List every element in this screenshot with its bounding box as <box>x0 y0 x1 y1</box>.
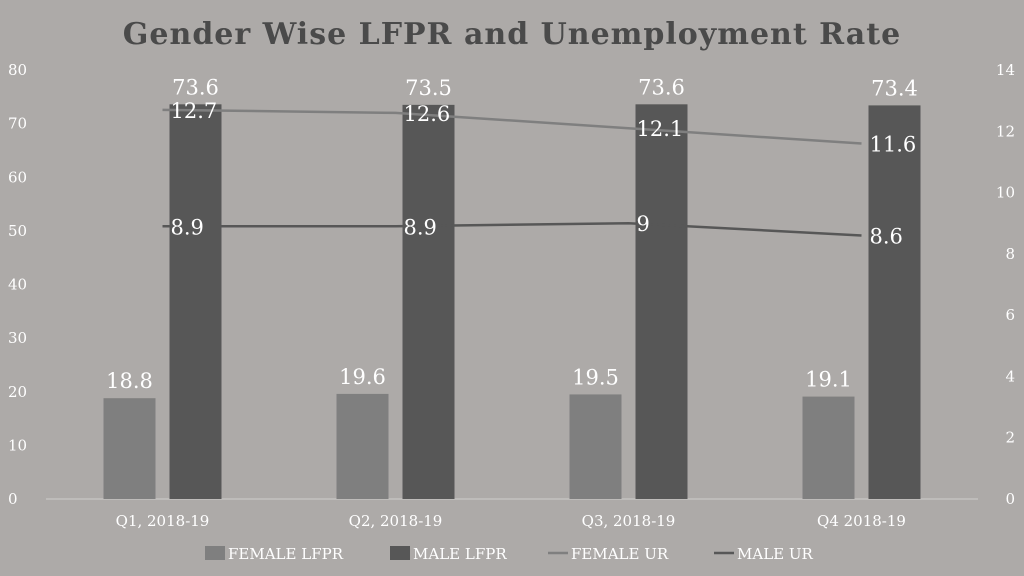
y-left-tick-label: 70 <box>8 115 27 133</box>
bar-data-label: 19.1 <box>805 368 852 392</box>
y-left-tick-label: 30 <box>8 329 27 347</box>
line-data-label: 8.6 <box>870 224 903 248</box>
legend-label: MALE LFPR <box>413 545 507 563</box>
y-right-tick-label: 6 <box>1005 306 1015 324</box>
bar <box>868 105 921 499</box>
legend: FEMALE LFPR MALE LFPR FEMALE UR MALE UR <box>205 545 814 563</box>
y-left-tick-label: 40 <box>8 276 27 294</box>
bar <box>169 104 222 499</box>
legend-label: FEMALE UR <box>571 545 669 563</box>
line-data-label: 12.7 <box>171 99 218 123</box>
line-data-label: 12.1 <box>637 117 684 141</box>
data-labels: 18.8 19.6 19.5 19.1 73.6 73.5 73.6 73.4 12.7 12.6… <box>106 75 918 393</box>
y-left-tick-label: 20 <box>8 383 27 401</box>
axes: 0 10 20 30 40 50 60 70 80 0 2 4 6 8 10 12 14 Q1, 2018-19 Q… <box>8 61 1015 530</box>
bar-data-label: 73.5 <box>405 76 452 100</box>
bar <box>635 104 688 499</box>
y-right-tick-label: 8 <box>1005 245 1015 263</box>
bar-data-label: 73.6 <box>172 75 219 99</box>
y-right-tick-label: 12 <box>996 122 1015 140</box>
chart-title: Gender Wise LFPR and Unemployment Rate <box>123 17 901 52</box>
bar-data-label: 73.4 <box>871 76 918 100</box>
bar-data-label: 73.6 <box>638 75 685 99</box>
y-right-tick-label: 10 <box>996 184 1015 202</box>
y-right-tick-label: 4 <box>1005 367 1015 385</box>
bar-data-label: 19.6 <box>339 365 386 389</box>
line-data-label: 9 <box>637 212 650 236</box>
x-tick-label: Q1, 2018-19 <box>116 512 210 530</box>
y-left-tick-label: 10 <box>8 436 27 454</box>
bars <box>103 104 921 499</box>
y-left-tick-label: 80 <box>8 61 27 79</box>
line-data-label: 8.9 <box>171 215 204 239</box>
y-left-tick-label: 60 <box>8 168 27 186</box>
legend-swatch <box>205 546 225 560</box>
y-right-tick-label: 2 <box>1005 429 1015 447</box>
y-left-tick-label: 50 <box>8 222 27 240</box>
y-left-tick-label: 0 <box>8 490 18 508</box>
y-right-tick-label: 14 <box>996 61 1015 79</box>
bar-data-label: 18.8 <box>106 369 153 393</box>
series-line <box>162 221 862 237</box>
line-data-label: 11.6 <box>870 133 917 157</box>
y-right-tick-label: 0 <box>1005 490 1015 508</box>
x-tick-label: Q3, 2018-19 <box>582 512 676 530</box>
bar <box>402 104 455 499</box>
lines <box>162 108 862 237</box>
bar-data-label: 19.5 <box>572 365 619 389</box>
bar <box>103 398 156 499</box>
series-line <box>162 108 862 145</box>
line-data-label: 8.9 <box>404 215 437 239</box>
bar <box>802 396 855 499</box>
legend-label: FEMALE LFPR <box>228 545 344 563</box>
legend-swatch <box>390 546 410 560</box>
bar <box>569 394 622 499</box>
x-tick-label: Q4 2018-19 <box>817 512 906 530</box>
legend-label: MALE UR <box>737 545 814 563</box>
line-data-label: 12.6 <box>404 102 451 126</box>
x-tick-label: Q2, 2018-19 <box>349 512 443 530</box>
bar <box>336 393 389 499</box>
